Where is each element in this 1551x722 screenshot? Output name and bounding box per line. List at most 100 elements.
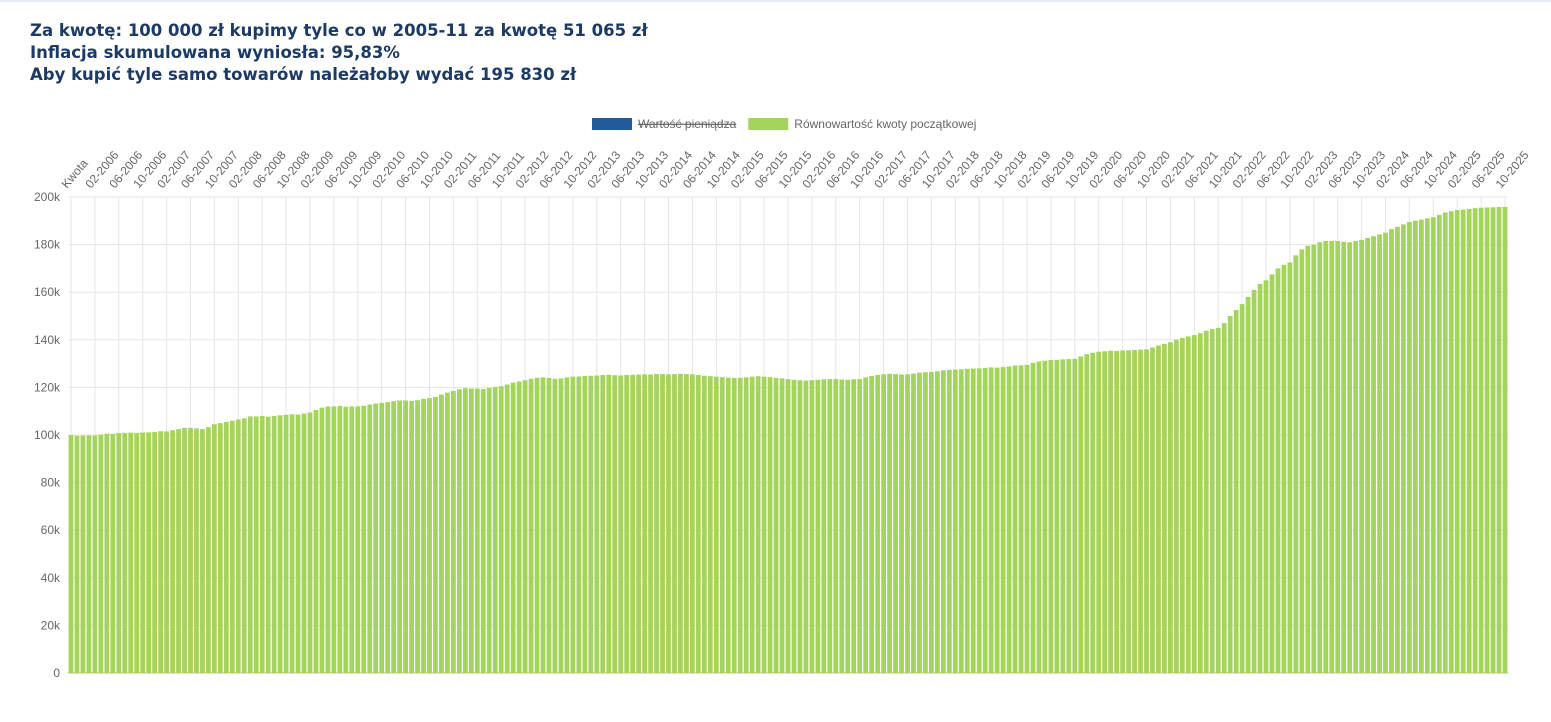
- bar: [1347, 242, 1353, 673]
- bar: [1371, 236, 1376, 673]
- bar: [307, 412, 313, 673]
- bar: [325, 406, 331, 673]
- bar: [1102, 351, 1108, 673]
- bar: [415, 400, 420, 673]
- bar: [206, 427, 211, 673]
- bar: [1472, 208, 1478, 673]
- bar: [498, 386, 504, 673]
- bar: [1084, 354, 1090, 673]
- legend-swatch[interactable]: [748, 118, 789, 130]
- bar: [1407, 221, 1412, 674]
- bar: [743, 377, 749, 673]
- bar: [1221, 323, 1227, 673]
- bar: [713, 376, 719, 673]
- bar: [170, 430, 175, 673]
- y-tick-label: 0: [53, 666, 60, 680]
- bar: [1275, 268, 1281, 673]
- bar: [648, 374, 653, 673]
- bar: [1168, 342, 1173, 673]
- bar: [1114, 350, 1120, 673]
- bar: [1389, 229, 1394, 673]
- bar: [68, 435, 74, 673]
- header-line: Aby kupić tyle samo towarów należałoby w…: [30, 65, 577, 84]
- bar: [815, 379, 821, 673]
- bar: [1424, 218, 1430, 674]
- bar: [1162, 343, 1167, 673]
- bar: [1132, 350, 1137, 673]
- legend-label[interactable]: Równowartość kwoty początkowej: [794, 117, 976, 131]
- bar: [701, 375, 707, 673]
- bar: [1287, 262, 1293, 673]
- bar: [1418, 219, 1424, 674]
- bar: [803, 380, 809, 673]
- bar: [367, 404, 373, 673]
- bar: [1496, 206, 1502, 673]
- bar: [1209, 329, 1215, 673]
- bar: [445, 392, 450, 673]
- legend-swatch[interactable]: [592, 118, 632, 130]
- bar: [1436, 214, 1442, 673]
- bar: [1096, 351, 1102, 673]
- bar: [1227, 316, 1233, 673]
- bar: [857, 379, 863, 673]
- bar: [893, 374, 898, 673]
- bar: [1245, 296, 1251, 673]
- bar: [875, 375, 881, 673]
- bar: [1185, 336, 1191, 673]
- bar: [564, 377, 570, 673]
- bar: [1365, 237, 1370, 673]
- bar: [1018, 365, 1024, 673]
- bar: [1490, 207, 1496, 673]
- bar: [1239, 304, 1245, 673]
- bar: [654, 374, 659, 673]
- bar: [755, 376, 761, 673]
- bar: [1442, 212, 1448, 673]
- bar: [970, 368, 976, 673]
- bar: [731, 377, 737, 673]
- bar: [433, 396, 438, 673]
- bar: [1454, 210, 1460, 673]
- bar: [1078, 356, 1084, 673]
- bar: [1401, 224, 1406, 673]
- bar: [1299, 249, 1305, 674]
- bar: [319, 407, 325, 673]
- bar: [331, 406, 337, 673]
- y-tick-label: 200k: [34, 190, 61, 204]
- bar: [1233, 310, 1239, 673]
- bar: [74, 435, 80, 673]
- bar: [1329, 241, 1335, 673]
- bar: [468, 388, 474, 673]
- bar: [1263, 280, 1269, 673]
- bar: [1430, 217, 1436, 674]
- bar: [1317, 242, 1323, 673]
- header: Za kwotę: 100 000 zł kupimy tyle co w 20…: [30, 20, 648, 86]
- bar: [636, 374, 642, 673]
- bar: [988, 367, 994, 673]
- top-border: [0, 0, 1551, 2]
- legend-label[interactable]: Wartość pieniądza: [638, 117, 737, 131]
- bar: [1257, 283, 1263, 673]
- bar: [1060, 359, 1066, 673]
- bar: [976, 368, 982, 673]
- bar: [1395, 226, 1400, 673]
- bar: [1108, 350, 1114, 673]
- bar: [690, 374, 695, 673]
- bar: [235, 419, 241, 673]
- bar: [223, 421, 229, 673]
- bar: [492, 386, 498, 673]
- bar: [749, 376, 755, 673]
- bar: [725, 377, 731, 673]
- bar: [104, 433, 110, 673]
- bar: [229, 420, 235, 673]
- bar: [785, 379, 791, 673]
- bar: [1484, 207, 1490, 674]
- bar: [1281, 264, 1287, 673]
- bar: [451, 390, 456, 673]
- bar: [624, 375, 630, 673]
- bar: [510, 382, 516, 673]
- y-tick-label: 80k: [41, 476, 61, 490]
- bar: [1156, 345, 1161, 673]
- bar: [194, 428, 199, 673]
- bar: [881, 374, 886, 673]
